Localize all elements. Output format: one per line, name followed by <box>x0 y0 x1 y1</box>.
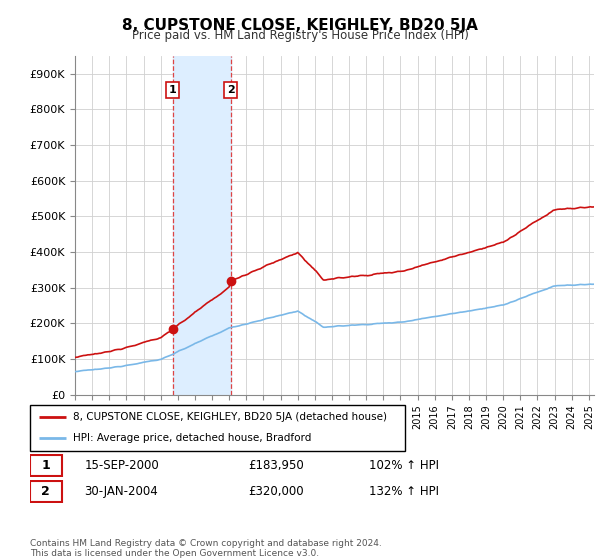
Text: 2: 2 <box>227 85 235 95</box>
Text: Contains HM Land Registry data © Crown copyright and database right 2024.
This d: Contains HM Land Registry data © Crown c… <box>30 539 382 558</box>
Text: 8, CUPSTONE CLOSE, KEIGHLEY, BD20 5JA (detached house): 8, CUPSTONE CLOSE, KEIGHLEY, BD20 5JA (d… <box>73 412 387 422</box>
Text: HPI: Average price, detached house, Bradford: HPI: Average price, detached house, Brad… <box>73 433 311 444</box>
Text: 2: 2 <box>41 485 50 498</box>
Text: 132% ↑ HPI: 132% ↑ HPI <box>368 485 439 498</box>
Text: 15-SEP-2000: 15-SEP-2000 <box>85 459 160 472</box>
Text: £183,950: £183,950 <box>248 459 304 472</box>
Bar <box>173 56 230 395</box>
Text: 1: 1 <box>41 459 50 472</box>
Text: 102% ↑ HPI: 102% ↑ HPI <box>368 459 439 472</box>
Bar <box>30 455 62 476</box>
Text: Price paid vs. HM Land Registry's House Price Index (HPI): Price paid vs. HM Land Registry's House … <box>131 29 469 42</box>
Text: 30-JAN-2004: 30-JAN-2004 <box>85 485 158 498</box>
Text: 8, CUPSTONE CLOSE, KEIGHLEY, BD20 5JA: 8, CUPSTONE CLOSE, KEIGHLEY, BD20 5JA <box>122 18 478 33</box>
Text: £320,000: £320,000 <box>248 485 304 498</box>
Bar <box>30 481 62 502</box>
Text: 1: 1 <box>169 85 176 95</box>
